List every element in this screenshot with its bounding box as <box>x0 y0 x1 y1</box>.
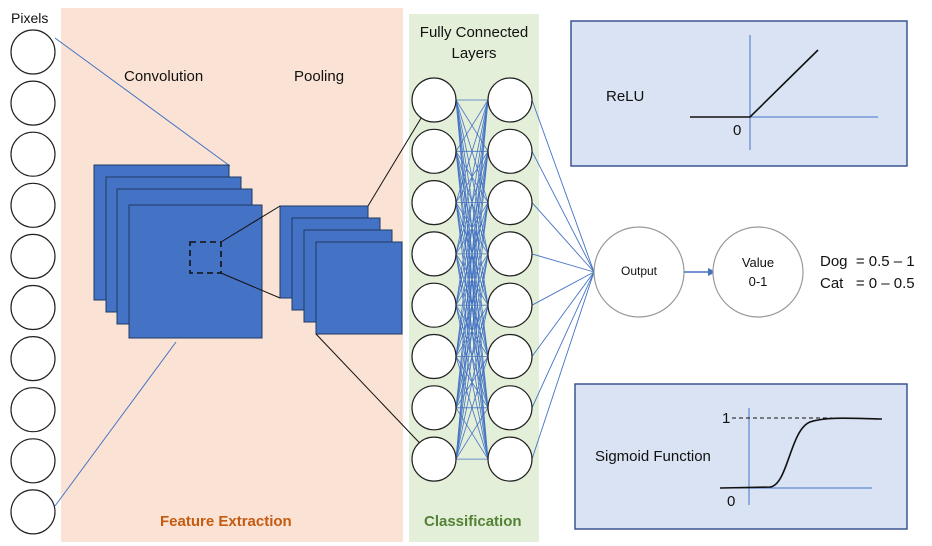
fc-node <box>487 333 533 380</box>
feature-extraction-label: Feature Extraction <box>160 513 292 530</box>
cat-range-label: Cat = 0 – 0.5 <box>820 275 915 292</box>
fc-output-connection <box>531 99 595 273</box>
fc-output-connection <box>531 151 595 273</box>
value-range-label: 0-1 <box>748 274 768 289</box>
pixel-node <box>10 284 56 331</box>
fc-connection <box>455 305 489 460</box>
fc-node <box>487 231 533 277</box>
pixel-line-bottom <box>54 341 177 507</box>
pooling-map <box>315 241 403 335</box>
pixel-node <box>10 80 56 126</box>
dog-range-label: Dog = 0.5 – 1 <box>820 253 915 270</box>
fc-connection <box>455 99 489 306</box>
fully-connected-label: Fully Connected Layers <box>419 24 529 62</box>
fc-node <box>487 282 533 328</box>
convolution-kernel-window <box>189 241 222 274</box>
relu-curve <box>690 49 819 118</box>
pixel-node <box>10 233 56 279</box>
arrow-head <box>708 268 716 276</box>
fc-node <box>411 333 457 380</box>
pixel-nodes <box>10 29 56 535</box>
value-label: Value <box>741 255 775 270</box>
pooling-label: Pooling <box>294 68 345 85</box>
convolution-label: Convolution <box>124 68 204 85</box>
fc-node <box>487 436 533 482</box>
fc-node <box>487 385 533 431</box>
convolution-to-pooling-lines <box>220 205 281 299</box>
fc-node <box>411 128 457 174</box>
fc-layer-2-nodes <box>487 77 533 482</box>
sigmoid-panel <box>574 383 908 530</box>
convolution-map <box>128 204 263 339</box>
output-label: Output <box>620 264 658 278</box>
pixel-line-top <box>54 37 231 167</box>
relu-panel <box>570 20 908 167</box>
pixel-node <box>10 489 56 535</box>
fc-connection <box>455 202 489 460</box>
pixel-to-convolution-lines <box>54 37 231 507</box>
fc-node <box>411 77 457 123</box>
fc-node <box>411 180 457 226</box>
fc-connection <box>455 99 489 408</box>
fc-output-connection <box>531 271 595 408</box>
pixel-node <box>10 438 56 484</box>
pixels-label: Pixels <box>11 10 49 26</box>
fc-connection <box>455 99 489 203</box>
fc-output-connection <box>531 271 595 460</box>
fc-node <box>487 77 533 123</box>
fc-node <box>411 385 457 431</box>
classification-label: Classification <box>424 513 522 530</box>
fc-node <box>411 231 457 277</box>
convolution-feature-maps <box>93 164 263 339</box>
fc-connection <box>455 99 489 357</box>
sigmoid-zero-label: 0 <box>727 493 736 510</box>
sigmoid-title: Sigmoid Function <box>595 448 711 465</box>
relu-origin-label: 0 <box>733 122 742 139</box>
sigmoid-one-label: 1 <box>722 410 731 427</box>
fc-node <box>411 282 457 328</box>
fc-output-connection <box>531 271 595 357</box>
fc-connection <box>455 407 489 460</box>
fc-node <box>487 180 533 226</box>
fc-output-connection <box>531 271 595 306</box>
fc-to-output-lines <box>531 99 595 460</box>
pixel-node <box>10 182 56 228</box>
pooling-feature-maps <box>279 205 403 335</box>
fc-output-connection <box>531 202 595 273</box>
fc-connection <box>455 151 489 460</box>
pixel-node <box>10 336 56 382</box>
value-node <box>712 226 804 318</box>
fc-output-connection <box>531 253 595 273</box>
relu-title: ReLU <box>606 88 645 105</box>
fc-connection <box>455 253 489 460</box>
pixel-node <box>10 29 56 75</box>
fc-connection <box>455 356 489 460</box>
pixel-node <box>10 387 56 433</box>
fc-connection <box>455 99 489 254</box>
pixel-node <box>10 131 56 177</box>
fc-node <box>487 128 533 174</box>
fc-connection <box>455 99 489 460</box>
sigmoid-curve <box>719 417 883 489</box>
fc-connections <box>455 99 489 460</box>
fc-connection <box>455 99 489 152</box>
fc-node <box>411 436 457 482</box>
fc-layer-1-nodes <box>411 77 457 482</box>
